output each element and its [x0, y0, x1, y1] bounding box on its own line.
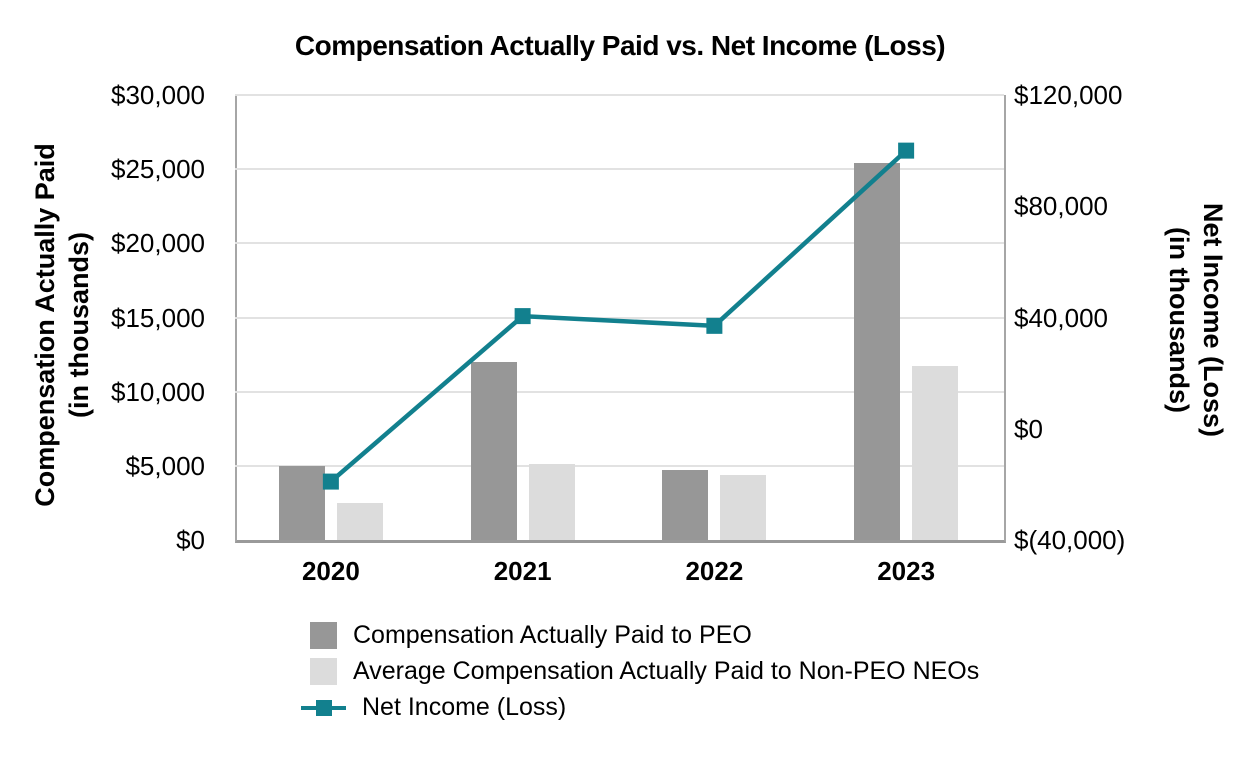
bar-non-peo: [336, 502, 383, 540]
legend: Compensation Actually Paid to PEO Averag…: [301, 620, 979, 728]
bar-peo: [278, 465, 325, 540]
left-axis-tick-label: $10,000: [111, 376, 205, 407]
right-axis-tick-label: $0: [1014, 413, 1043, 444]
chart-title: Compensation Actually Paid vs. Net Incom…: [294, 30, 946, 61]
bar-peo: [854, 163, 901, 540]
left-axis-tick-label: $5,000: [125, 450, 205, 481]
plot-area: [235, 95, 1006, 543]
legend-item-net-income: Net Income (Loss): [301, 692, 979, 723]
right-axis-tick-label: $120,000: [1014, 80, 1123, 110]
line-marker: [315, 699, 332, 716]
right-axis-tick-label: $(40,000): [1014, 525, 1126, 555]
left-axis-tick-label: $0: [176, 525, 205, 555]
legend-label-net-income: Net Income (Loss): [362, 693, 567, 721]
legend-label-non-peo: Average Compensation Actually Paid to No…: [353, 657, 980, 685]
legend-label-peo: Compensation Actually Paid to PEO: [353, 621, 752, 649]
right-axis-title-line1: Net Income (Loss): [1198, 202, 1228, 438]
net-income-line-swatch-icon: [301, 694, 346, 721]
peo-bar-swatch-icon: [310, 622, 337, 649]
right-axis-tick-label: $80,000: [1014, 191, 1108, 222]
bar-non-peo: [912, 366, 959, 540]
non-peo-bar-swatch-icon: [310, 658, 337, 685]
right-axis-tick-label: $40,000: [1014, 302, 1108, 333]
bar-peo: [662, 470, 709, 540]
left-axis-tick-label: $25,000: [111, 154, 205, 185]
bar-non-peo: [528, 464, 575, 540]
x-axis-label: 2020: [301, 556, 360, 586]
legend-item-non-peo: Average Compensation Actually Paid to No…: [301, 656, 979, 687]
right-axis-title-line2: (in thousands): [1164, 227, 1194, 413]
right-axis-title: Net Income (Loss) (in thousands): [1162, 203, 1230, 437]
x-axis-label: 2021: [493, 556, 552, 586]
left-axis-tick-label: $20,000: [111, 228, 205, 259]
left-axis-tick-label: $15,000: [111, 302, 205, 333]
bar-non-peo: [720, 474, 767, 540]
bar-peo: [470, 362, 517, 540]
x-axis-label: 2023: [877, 556, 936, 586]
legend-item-peo: Compensation Actually Paid to PEO: [301, 620, 979, 651]
x-axis-label: 2022: [685, 556, 744, 586]
left-axis-tick-label: $30,000: [111, 80, 205, 110]
gridline: [235, 94, 1004, 96]
